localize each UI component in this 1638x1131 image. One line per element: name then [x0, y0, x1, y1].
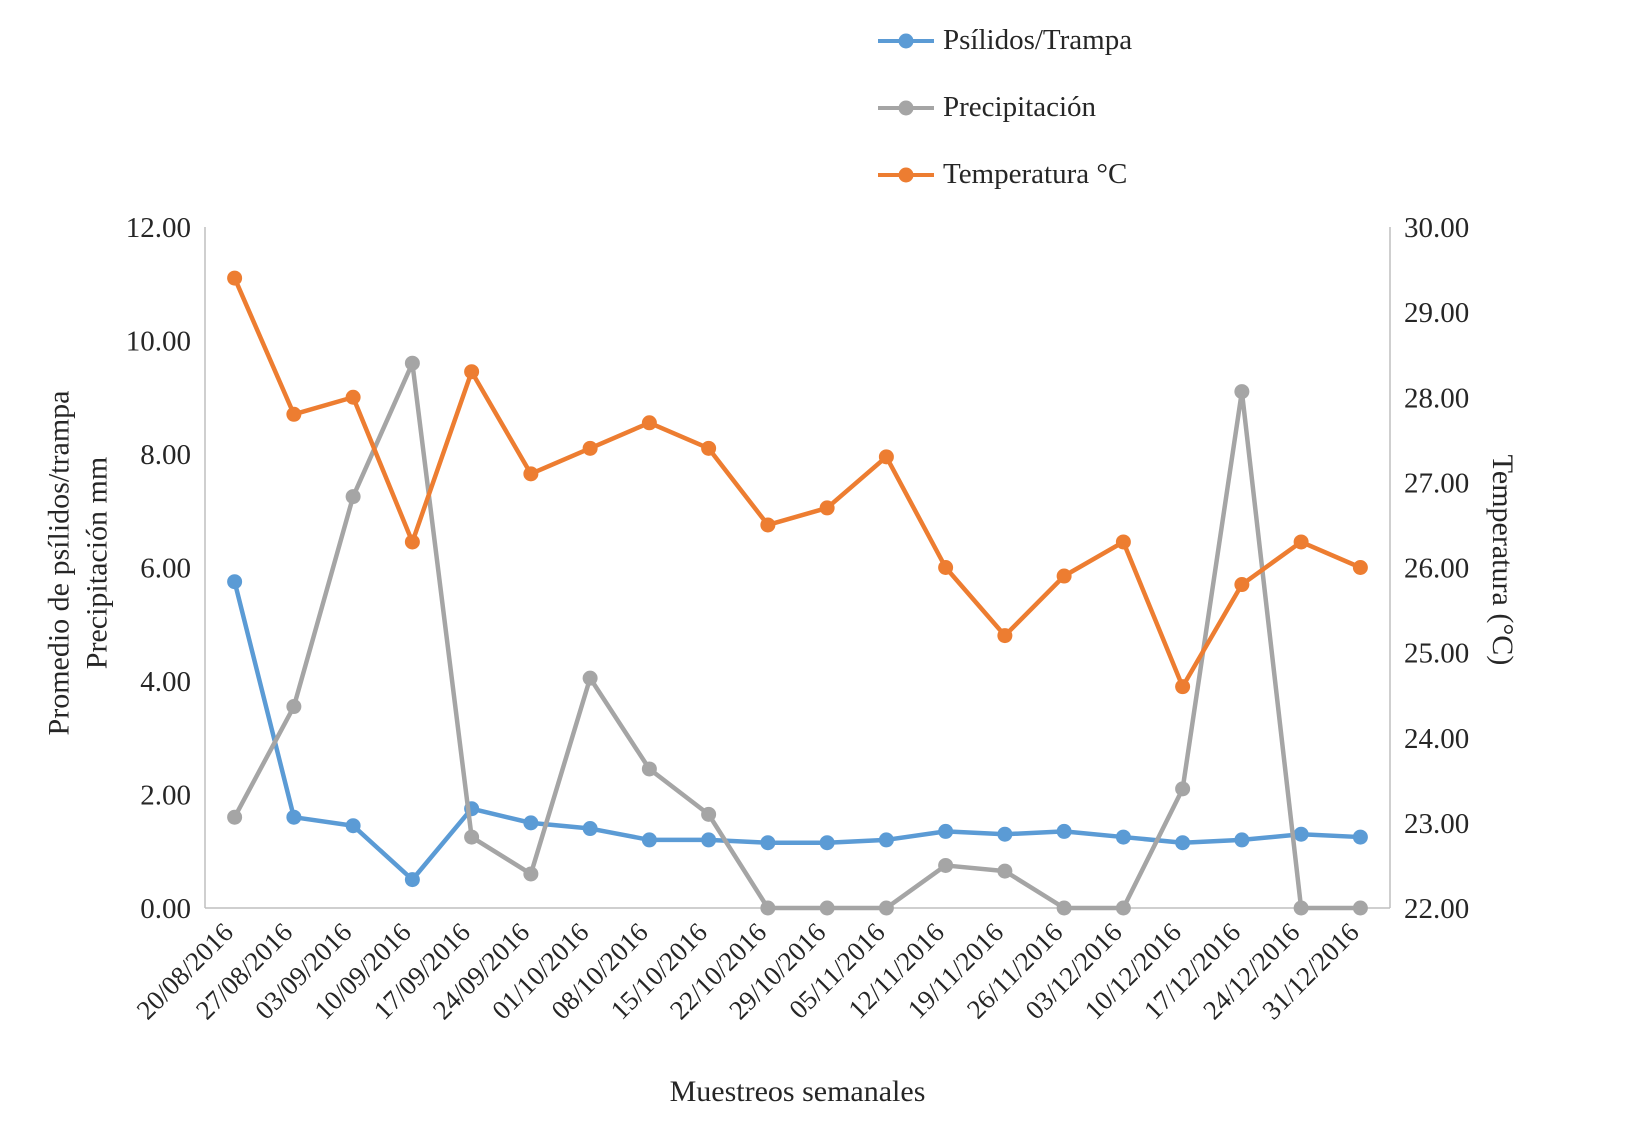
data-point-series-2 — [286, 406, 302, 422]
legend-dot-icon — [898, 100, 914, 115]
data-point-series-0 — [701, 832, 717, 848]
series-line-1 — [232, 360, 1363, 911]
data-point-series-2 — [997, 628, 1013, 644]
data-point-series-1 — [938, 857, 954, 873]
right-y-tick-label: 27.00 — [1404, 467, 1469, 499]
left-y-tick-label: 12.00 — [126, 212, 191, 244]
data-point-series-0 — [1175, 835, 1191, 851]
data-point-series-1 — [641, 761, 657, 777]
data-point-series-2 — [1352, 560, 1368, 575]
data-point-series-0 — [1352, 829, 1368, 845]
right-y-tick-label: 28.00 — [1404, 382, 1469, 414]
data-point-series-2 — [582, 440, 598, 456]
data-point-series-1 — [701, 806, 717, 822]
data-point-series-1 — [523, 866, 539, 882]
data-point-series-1 — [760, 900, 776, 916]
data-point-series-0 — [1056, 823, 1072, 839]
legend-line-marker-icon — [878, 100, 934, 115]
left-y-axis-title-line1: Promedio de psílidos/trampa — [42, 390, 76, 736]
series-line-0 — [232, 579, 1363, 882]
right-y-tick-label: 23.00 — [1404, 808, 1469, 840]
right-y-axis-title: Temperatura (°C) — [1486, 454, 1519, 666]
right-y-tick-label: 25.00 — [1404, 638, 1469, 670]
data-point-series-0 — [997, 826, 1013, 842]
data-point-series-2 — [1175, 679, 1191, 695]
legend-dot-icon — [898, 167, 914, 182]
data-point-series-2 — [404, 534, 420, 550]
data-point-series-0 — [345, 818, 361, 834]
left-y-tick-label: 4.00 — [140, 666, 191, 698]
legend-dot-icon — [898, 33, 914, 48]
data-point-series-0 — [227, 574, 243, 590]
data-point-series-2 — [701, 440, 717, 456]
series-line-2 — [232, 275, 1363, 689]
data-point-series-2 — [1115, 534, 1131, 550]
data-point-series-1 — [1115, 900, 1131, 916]
data-point-series-2 — [641, 415, 657, 431]
legend-line-marker-icon — [878, 167, 934, 182]
data-point-series-0 — [878, 832, 894, 848]
left-y-axis-title: Promedio de psílidos/trampa Precipitació… — [41, 391, 116, 736]
data-point-series-1 — [819, 900, 835, 916]
data-point-series-1 — [1352, 900, 1368, 916]
data-point-series-1 — [582, 670, 598, 686]
right-y-tick-label: 30.00 — [1404, 212, 1469, 244]
data-point-series-1 — [997, 863, 1013, 879]
left-y-tick-label: 6.00 — [140, 553, 191, 585]
data-point-series-2 — [227, 270, 243, 286]
right-y-tick-label: 22.00 — [1404, 893, 1469, 925]
data-point-series-1 — [345, 489, 361, 505]
data-point-series-1 — [1175, 781, 1191, 797]
data-point-series-1 — [464, 829, 480, 845]
left-y-tick-label: 10.00 — [126, 326, 191, 358]
chart-legend: Psílidos/Trampa Precipitación Temperatur… — [878, 24, 1132, 191]
data-point-series-0 — [641, 832, 657, 848]
data-point-series-1 — [1293, 900, 1309, 916]
legend-label: Temperatura °C — [943, 158, 1128, 190]
data-point-series-2 — [1234, 577, 1250, 593]
data-point-series-0 — [1234, 832, 1250, 848]
data-point-series-0 — [760, 835, 776, 851]
data-point-series-2 — [938, 560, 954, 575]
legend-item-psilidos-trampa: Psílidos/Trampa — [878, 24, 1132, 57]
data-point-series-2 — [878, 449, 894, 465]
data-point-series-0 — [582, 821, 598, 837]
data-point-series-2 — [819, 500, 835, 516]
left-y-tick-label: 2.00 — [140, 780, 191, 812]
right-y-tick-label: 29.00 — [1404, 297, 1469, 329]
x-axis-title: Muestreos semanales — [669, 1075, 926, 1108]
data-point-series-0 — [1115, 829, 1131, 845]
data-point-series-0 — [938, 823, 954, 839]
data-point-series-1 — [878, 900, 894, 916]
data-point-series-1 — [227, 809, 243, 825]
data-point-series-2 — [345, 389, 361, 405]
left-y-tick-label: 8.00 — [140, 439, 191, 471]
legend-item-temperatura: Temperatura °C — [878, 158, 1132, 191]
legend-item-precipitacion: Precipitación — [878, 91, 1132, 124]
data-point-series-1 — [1056, 900, 1072, 916]
legend-label: Precipitación — [943, 91, 1097, 123]
right-y-tick-label: 26.00 — [1404, 553, 1469, 585]
data-point-series-0 — [286, 809, 302, 825]
data-point-series-0 — [404, 872, 420, 888]
right-y-tick-label: 24.00 — [1404, 723, 1469, 755]
data-point-series-2 — [1293, 534, 1309, 550]
data-point-series-0 — [523, 815, 539, 831]
data-point-series-1 — [404, 355, 420, 371]
data-point-series-0 — [1293, 826, 1309, 842]
data-point-series-1 — [286, 699, 302, 715]
data-point-series-0 — [819, 835, 835, 851]
legend-line-marker-icon — [878, 33, 934, 48]
data-point-series-2 — [523, 466, 539, 482]
data-point-series-2 — [464, 364, 480, 380]
data-point-series-1 — [1234, 384, 1250, 400]
left-y-tick-label: 0.00 — [140, 893, 191, 925]
data-point-series-2 — [760, 517, 776, 533]
left-y-axis-title-line2: Precipitación mm — [80, 456, 113, 670]
legend-label: Psílidos/Trampa — [943, 24, 1133, 56]
data-point-series-2 — [1056, 568, 1072, 584]
